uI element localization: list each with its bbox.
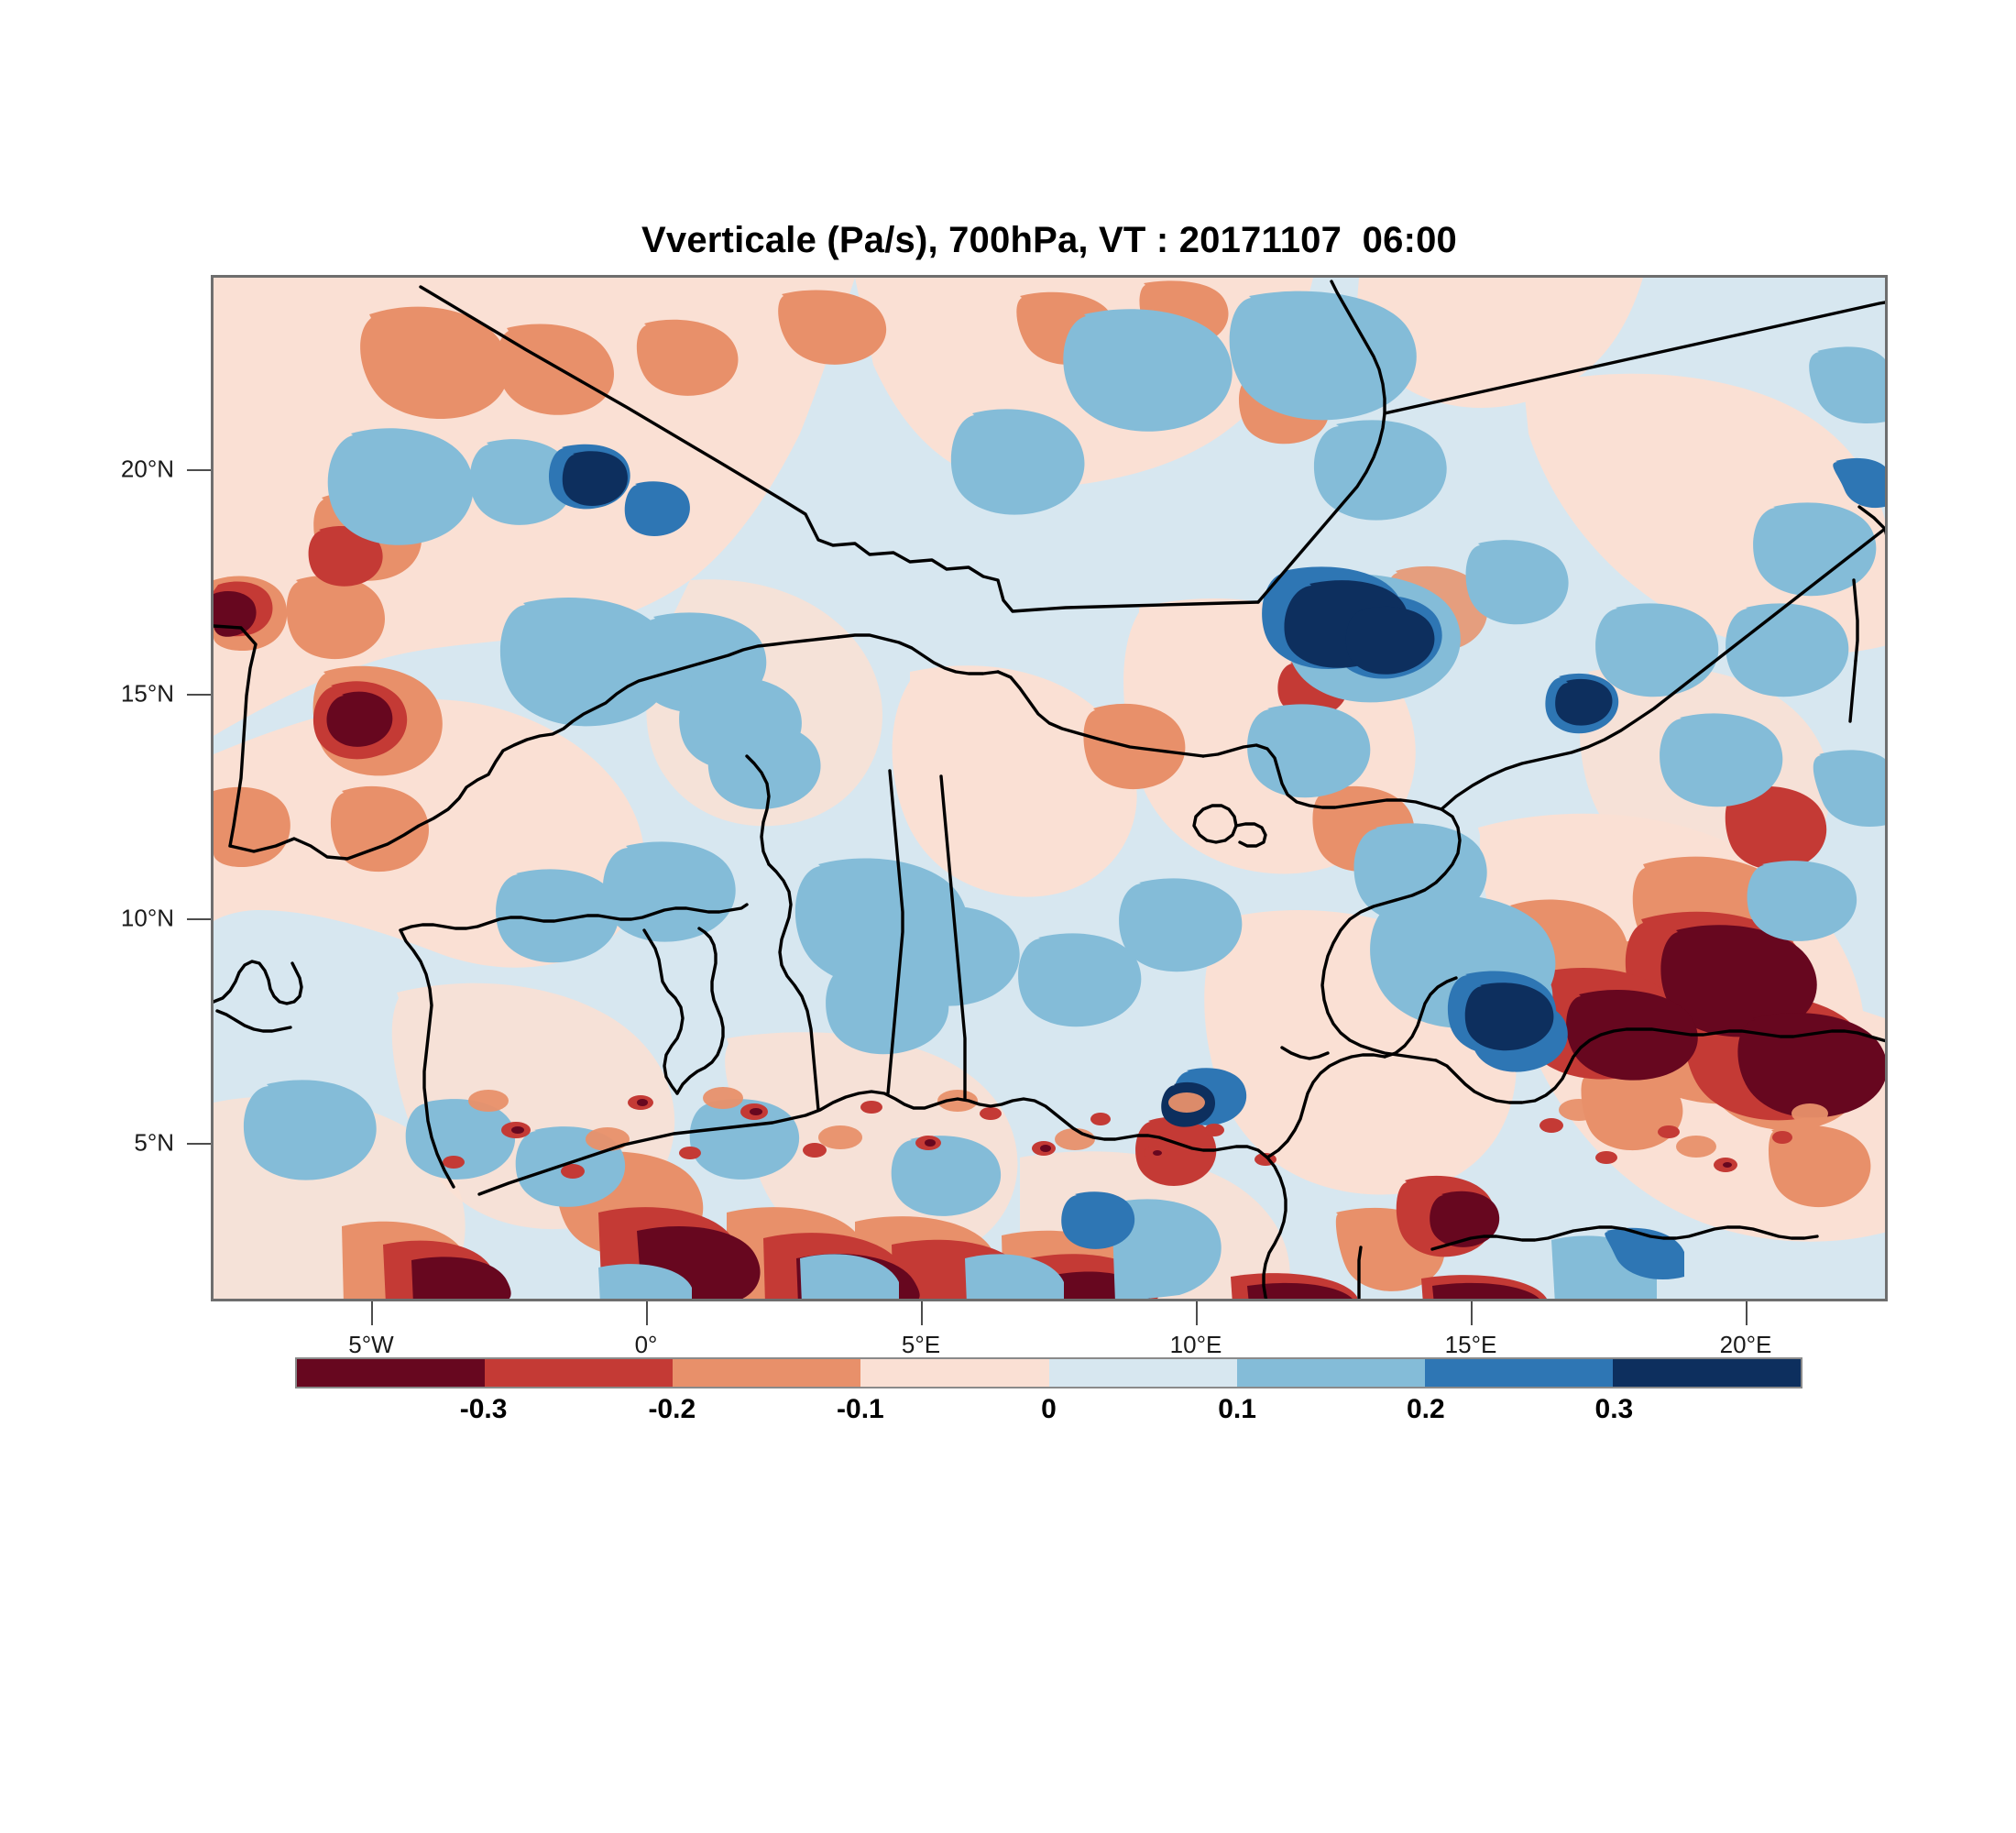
- colorbar-label-neg03: -0.3: [459, 1394, 508, 1424]
- y-axis-label-10n: 10°N: [120, 904, 174, 932]
- y-tick-mark: [187, 918, 211, 920]
- x-axis-label-5w: 5°W: [348, 1331, 394, 1358]
- field-band-pos2: [243, 291, 1885, 1299]
- x-axis-label-5e: 5°E: [901, 1331, 941, 1358]
- x-axis-label-0: 0°: [634, 1331, 658, 1358]
- x-axis-label-10e: 10°E: [1169, 1331, 1222, 1358]
- x-tick-mark: [1746, 1301, 1748, 1325]
- colorbar-segment-pos2: [1236, 1359, 1425, 1387]
- colorbar-segment-pos3: [1424, 1359, 1613, 1387]
- colorbar-segment-neg1: [860, 1359, 1049, 1387]
- colorbar-segment-neg2: [673, 1359, 861, 1387]
- x-tick-mark: [646, 1301, 648, 1325]
- x-tick-mark: [1196, 1301, 1198, 1325]
- y-axis-label-20n: 20°N: [120, 455, 174, 483]
- colorbar-label-pos03: 0.3: [1594, 1394, 1634, 1424]
- colorbar-segment-neg3: [485, 1359, 674, 1387]
- colorbar-segment-pos1: [1048, 1359, 1237, 1387]
- x-axis-label-15e: 15°E: [1444, 1331, 1497, 1358]
- x-tick-mark: [921, 1301, 923, 1325]
- map-boundaries: [214, 280, 1885, 1299]
- y-axis-label-5n: 5°N: [134, 1128, 174, 1157]
- colorbar-label-neg02: -0.2: [648, 1394, 696, 1424]
- y-tick-mark: [187, 694, 211, 696]
- x-axis-label-20e: 20°E: [1719, 1331, 1772, 1358]
- colorbar-strip: [295, 1357, 1802, 1388]
- colorbar-label-neg01: -0.1: [837, 1394, 884, 1424]
- colorbar-label-zero: 0: [1041, 1394, 1057, 1424]
- colorbar: -0.3 -0.2 -0.1 0 0.1 0.2 0.3: [295, 1357, 1802, 1424]
- y-tick-mark: [187, 1143, 211, 1145]
- y-tick-mark: [187, 469, 211, 471]
- y-axis-label-15n: 15°N: [120, 679, 174, 708]
- x-tick-mark: [371, 1301, 373, 1325]
- page-title: Vverticale (Pa/s), 700hPa, VT : 20171107…: [641, 220, 1457, 260]
- colorbar-segment-neg4: [297, 1359, 486, 1387]
- colorbar-label-pos02: 0.2: [1406, 1394, 1445, 1424]
- map-field-svg: [214, 278, 1885, 1299]
- map-plot-area[interactable]: [211, 275, 1888, 1301]
- colorbar-label-pos01: 0.1: [1218, 1394, 1256, 1424]
- field-speckle-convective: [443, 1087, 1828, 1179]
- colorbar-segment-pos4: [1612, 1359, 1801, 1387]
- x-tick-mark: [1471, 1301, 1473, 1325]
- field-band-pos4: [562, 451, 1613, 1127]
